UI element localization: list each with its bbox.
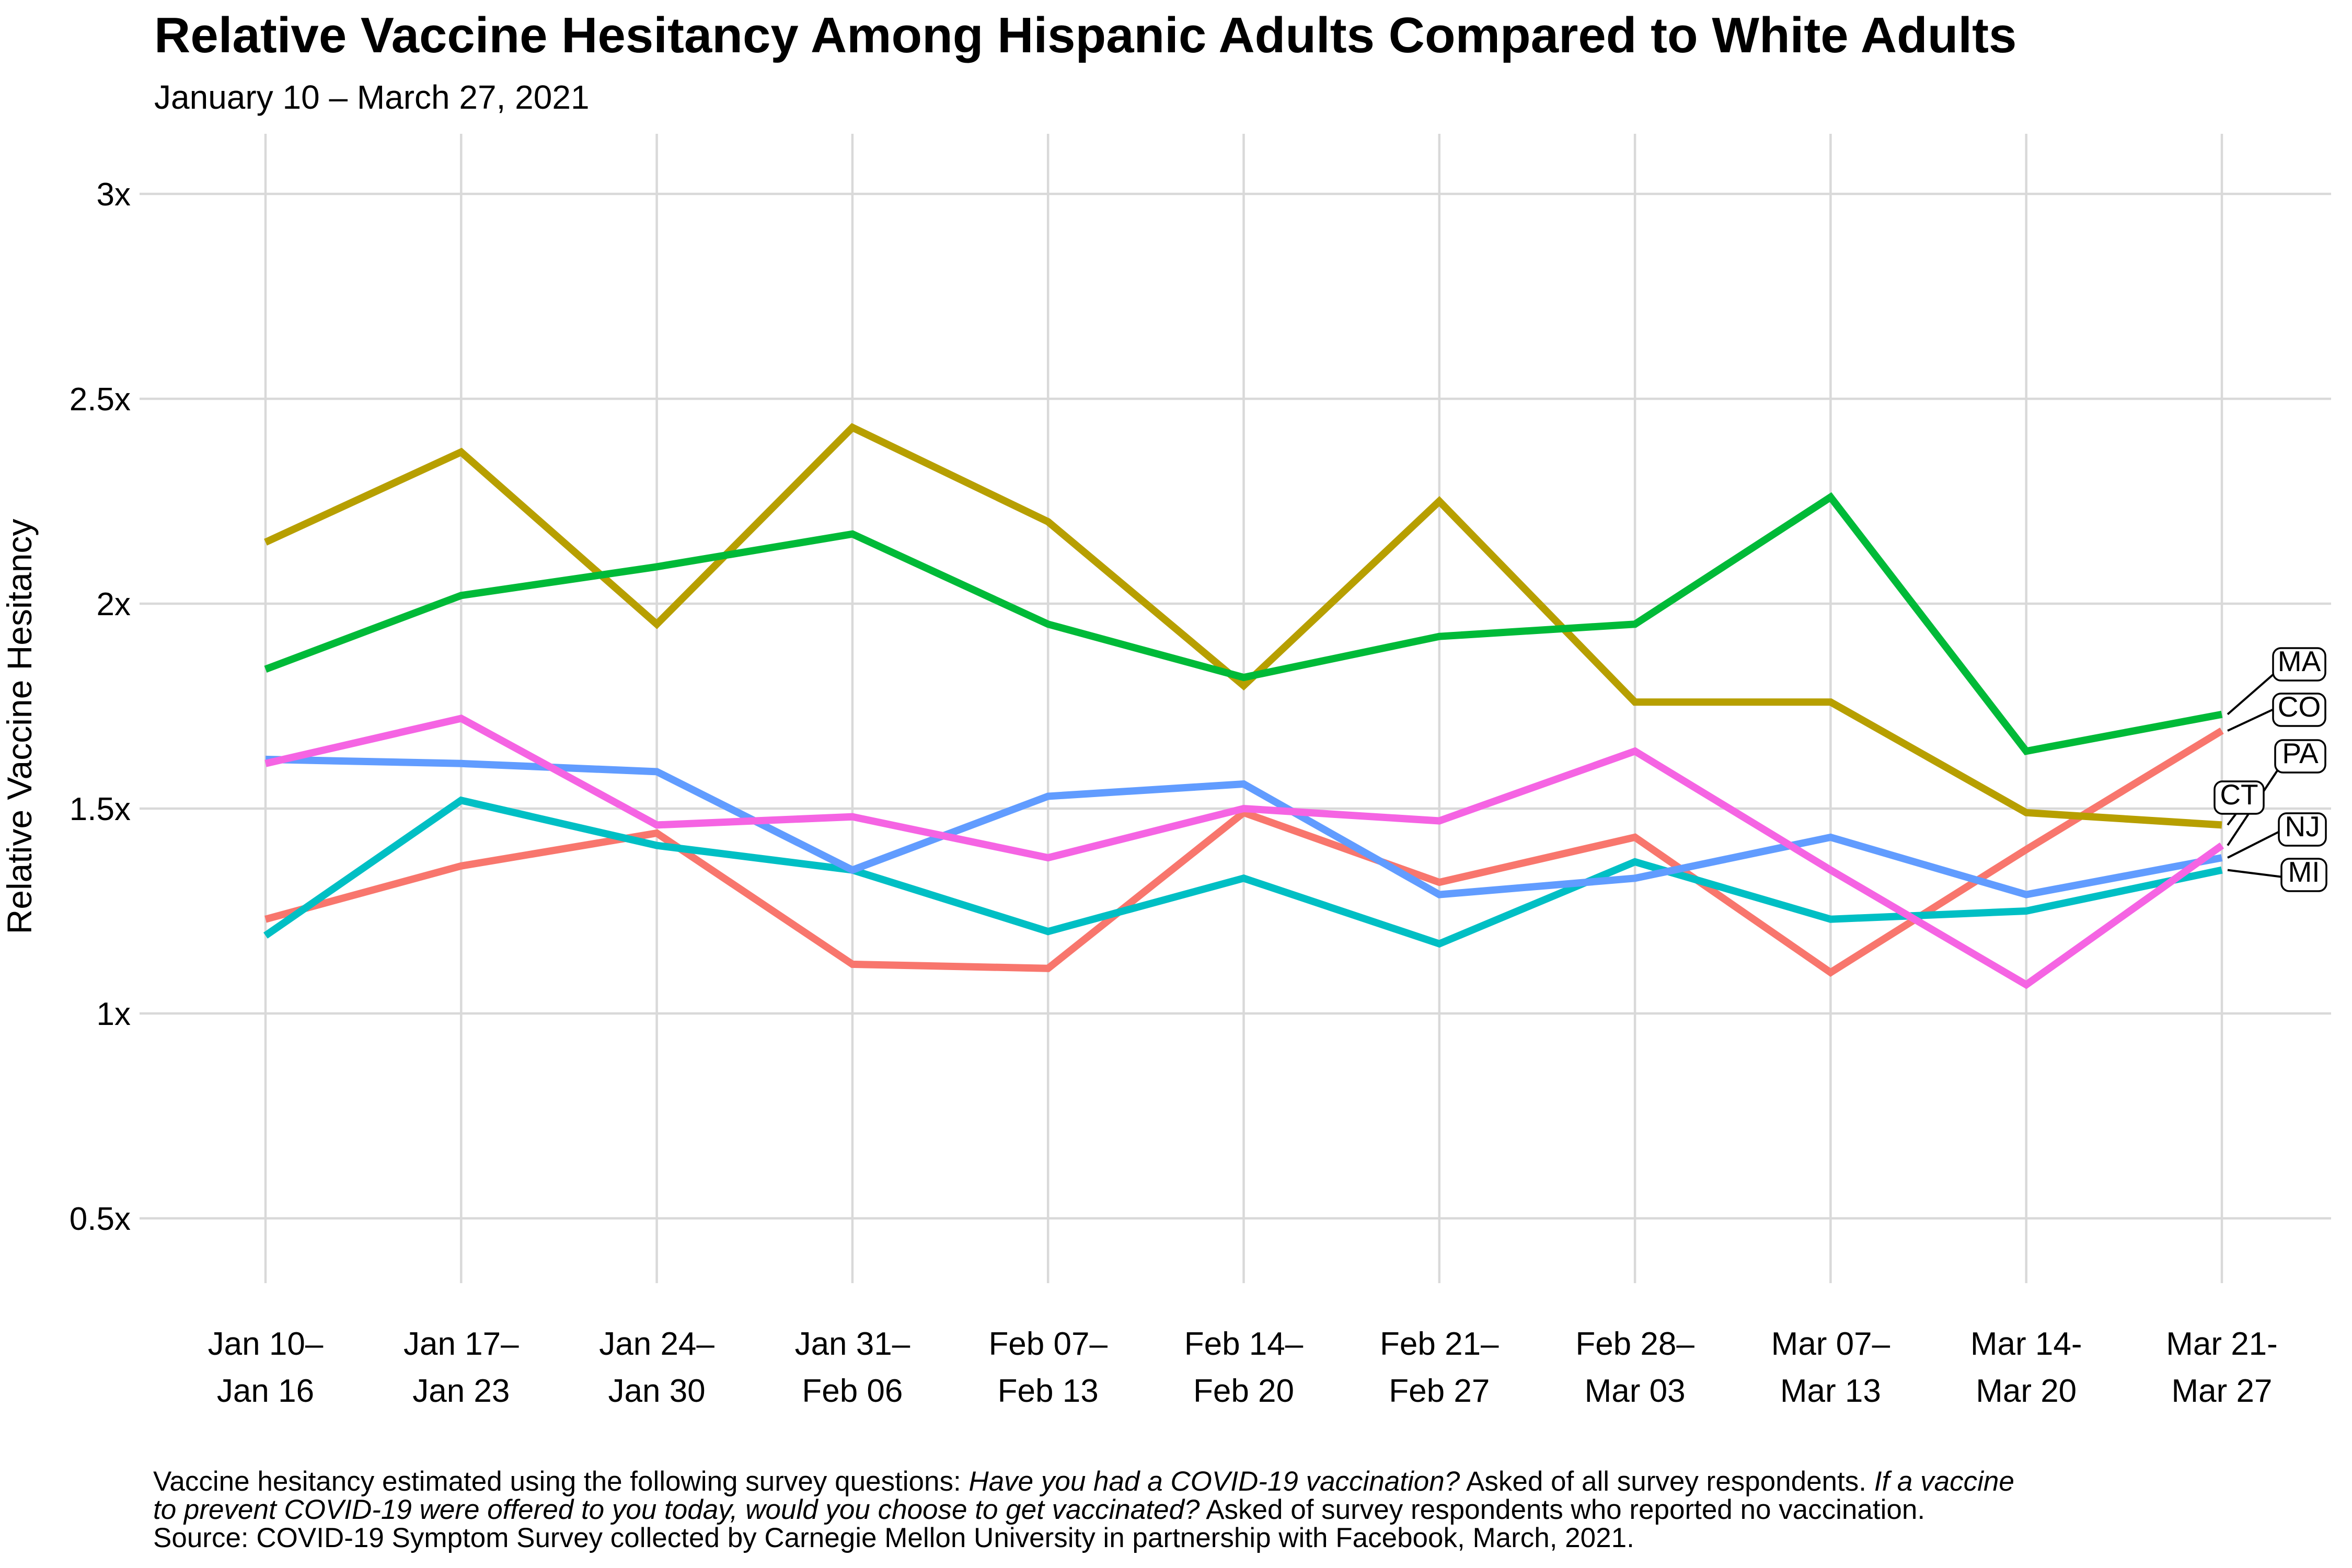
line-MA bbox=[264, 492, 2223, 755]
series-label-MI: MI bbox=[2288, 856, 2320, 888]
caption-line2: to prevent COVID-19 were offered to you … bbox=[153, 1494, 1925, 1525]
series-label-CT: CT bbox=[2220, 778, 2258, 811]
x-tick-label: Feb 07– Feb 13 bbox=[988, 1326, 1108, 1409]
chart-subtitle: January 10 – March 27, 2021 bbox=[154, 78, 590, 116]
x-tick-label: Jan 17– Jan 23 bbox=[403, 1326, 519, 1409]
grid-layer bbox=[140, 134, 2331, 1283]
leader-CT bbox=[2227, 813, 2237, 826]
chart-caption: Vaccine hesitancy estimated using the fo… bbox=[153, 1466, 2014, 1553]
line-CO bbox=[264, 728, 2224, 977]
line-PA bbox=[264, 714, 2224, 989]
line-NJ bbox=[265, 755, 2223, 898]
x-tick-label: Mar 21-Mar 27 bbox=[2166, 1326, 2278, 1409]
series-label-CO: CO bbox=[2278, 690, 2321, 723]
leader-MI bbox=[2227, 869, 2284, 878]
series-layer bbox=[263, 423, 2224, 989]
y-tick-label: 3x bbox=[97, 177, 131, 213]
series-label-box-CT bbox=[2213, 780, 2265, 815]
y-tick-label: 2x bbox=[97, 586, 131, 622]
x-tick-label: Feb 14– Feb 20 bbox=[1184, 1326, 1304, 1409]
x-tick-label: Jan 31– Feb 06 bbox=[795, 1326, 910, 1409]
series-label-MA: MA bbox=[2278, 645, 2321, 677]
leader-MA bbox=[2227, 672, 2276, 716]
series-label-box-MA bbox=[2272, 647, 2326, 682]
x-tick-label: Feb 21– Feb 27 bbox=[1380, 1326, 1499, 1409]
series-label-box-NJ bbox=[2278, 812, 2327, 847]
axis-labels-layer: 0.5x 1x 1.5x 2x 2.5x 3x Jan 10– Jan 16 Jan 17– Ja… bbox=[70, 177, 2278, 1409]
series-label-box-MI bbox=[2280, 858, 2327, 892]
line-MI bbox=[263, 796, 2223, 948]
y-tick-label: 1.5x bbox=[70, 791, 131, 827]
x-tick-label: Jan 24– Jan 30 bbox=[599, 1326, 714, 1409]
y-tick-label: 1x bbox=[97, 996, 131, 1032]
series-label-PA: PA bbox=[2282, 737, 2319, 769]
series-labels-layer: CO CT MA MI NJ PA bbox=[2213, 645, 2327, 892]
leader-NJ bbox=[2227, 830, 2281, 859]
y-tick-label: 2.5x bbox=[70, 382, 131, 418]
x-tick-label: Mar 07– Mar 13 bbox=[1771, 1326, 1890, 1409]
caption-line1: Vaccine hesitancy estimated using the fo… bbox=[153, 1466, 2014, 1497]
x-tick-label: Mar 14-Mar 20 bbox=[1970, 1326, 2082, 1409]
y-tick-label: 0.5x bbox=[70, 1201, 131, 1237]
series-label-box-PA bbox=[2274, 739, 2326, 774]
series-label-NJ: NJ bbox=[2285, 810, 2320, 843]
x-tick-label: Feb 28– Mar 03 bbox=[1575, 1326, 1694, 1409]
leader-CO bbox=[2227, 708, 2275, 732]
x-tick-label: Jan 10– Jan 16 bbox=[208, 1326, 324, 1409]
chart-title: Relative Vaccine Hesitancy Among Hispani… bbox=[154, 7, 2016, 63]
line-CT bbox=[264, 423, 2222, 829]
caption-line3: Source: COVID-19 Symptom Survey collecte… bbox=[153, 1523, 1634, 1553]
series-label-box-CO bbox=[2272, 693, 2326, 727]
y-axis-title: Relative Vaccine Hesitancy bbox=[0, 519, 39, 935]
